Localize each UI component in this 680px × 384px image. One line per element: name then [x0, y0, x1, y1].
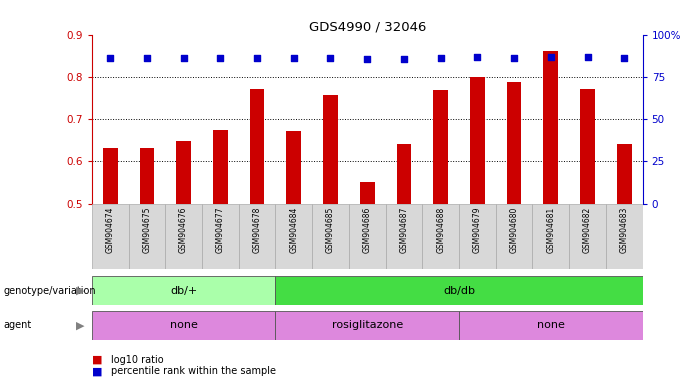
Text: rosiglitazone: rosiglitazone — [332, 320, 403, 331]
Bar — [275, 276, 643, 305]
Bar — [250, 89, 265, 204]
Point — [362, 56, 373, 62]
Text: GSM904677: GSM904677 — [216, 207, 225, 253]
Bar — [286, 131, 301, 204]
Bar — [312, 204, 349, 269]
Bar — [396, 144, 411, 204]
Text: log10 ratio: log10 ratio — [111, 355, 163, 365]
Text: GSM904682: GSM904682 — [583, 207, 592, 253]
Point — [325, 55, 336, 61]
Bar — [176, 141, 191, 204]
Bar — [165, 204, 202, 269]
Bar — [422, 204, 459, 269]
Bar — [459, 311, 643, 340]
Text: GSM904684: GSM904684 — [289, 207, 299, 253]
Text: none: none — [170, 320, 197, 331]
Bar — [323, 94, 338, 204]
Bar — [470, 77, 485, 204]
Text: GSM904678: GSM904678 — [252, 207, 262, 253]
Point — [619, 55, 630, 61]
Bar — [275, 204, 312, 269]
Text: GSM904680: GSM904680 — [509, 207, 519, 253]
Bar — [459, 204, 496, 269]
Text: GSM904687: GSM904687 — [399, 207, 409, 253]
Point — [509, 55, 520, 61]
Bar — [92, 204, 129, 269]
Bar — [617, 144, 632, 204]
Text: agent: agent — [3, 320, 32, 331]
Bar — [139, 148, 154, 204]
Text: GSM904679: GSM904679 — [473, 207, 482, 253]
Text: percentile rank within the sample: percentile rank within the sample — [111, 366, 276, 376]
Text: ▶: ▶ — [76, 286, 84, 296]
Bar — [532, 204, 569, 269]
Text: GSM904688: GSM904688 — [436, 207, 445, 253]
Text: db/+: db/+ — [170, 286, 197, 296]
Point — [398, 55, 409, 61]
Text: ■: ■ — [92, 366, 106, 376]
Bar — [275, 311, 459, 340]
Bar — [543, 51, 558, 204]
Point — [141, 55, 152, 61]
Text: none: none — [537, 320, 564, 331]
Text: GSM904676: GSM904676 — [179, 207, 188, 253]
Point — [582, 54, 593, 60]
Point — [472, 54, 483, 60]
Text: GSM904683: GSM904683 — [619, 207, 629, 253]
Text: GSM904685: GSM904685 — [326, 207, 335, 253]
Point — [435, 55, 446, 61]
Bar — [496, 204, 532, 269]
Point — [252, 55, 262, 61]
Bar — [360, 182, 375, 204]
Bar — [92, 276, 275, 305]
Text: GSM904686: GSM904686 — [362, 207, 372, 253]
Point — [545, 54, 556, 60]
Point — [215, 55, 226, 61]
Bar — [239, 204, 275, 269]
Bar — [103, 148, 118, 204]
Text: db/db: db/db — [443, 286, 475, 296]
Text: ▶: ▶ — [76, 320, 84, 331]
Bar — [433, 90, 448, 204]
Text: GSM904681: GSM904681 — [546, 207, 556, 253]
Text: ■: ■ — [92, 355, 106, 365]
Bar — [386, 204, 422, 269]
Bar — [92, 311, 275, 340]
Bar — [569, 204, 606, 269]
Bar — [129, 204, 165, 269]
Text: GSM904675: GSM904675 — [142, 207, 152, 253]
Text: GSM904674: GSM904674 — [105, 207, 115, 253]
Point — [105, 55, 116, 61]
Bar — [606, 204, 643, 269]
Text: genotype/variation: genotype/variation — [3, 286, 96, 296]
Bar — [580, 89, 595, 204]
Title: GDS4990 / 32046: GDS4990 / 32046 — [309, 20, 426, 33]
Point — [288, 55, 299, 61]
Bar — [507, 82, 522, 204]
Point — [178, 55, 189, 61]
Bar — [202, 204, 239, 269]
Bar — [349, 204, 386, 269]
Bar — [213, 130, 228, 204]
